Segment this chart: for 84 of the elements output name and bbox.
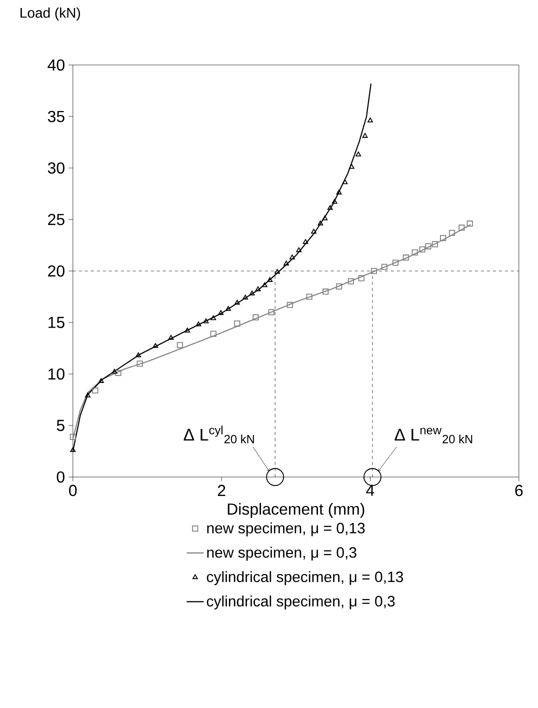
point <box>234 300 240 305</box>
point <box>402 254 410 261</box>
point <box>92 387 98 394</box>
x-tick-label: 4 <box>366 484 374 496</box>
point <box>306 294 312 300</box>
point <box>322 288 329 295</box>
point <box>249 290 255 296</box>
y-tick-label: 35 <box>48 110 64 122</box>
point <box>392 260 399 266</box>
point <box>296 247 302 252</box>
point <box>332 198 338 204</box>
point <box>358 275 364 282</box>
y-tick-label: 40 <box>48 59 65 71</box>
point <box>327 205 333 210</box>
point <box>356 152 362 156</box>
point <box>362 133 368 138</box>
point <box>364 468 382 486</box>
point <box>381 264 388 270</box>
point <box>168 334 174 340</box>
point <box>448 230 456 236</box>
point <box>184 328 190 332</box>
point <box>466 220 473 227</box>
point <box>419 246 426 252</box>
annotation: Δ L$^{new}$20 kN <box>394 428 472 444</box>
point <box>252 314 259 320</box>
y-tick-label: 20 <box>48 265 65 277</box>
y-tick-label: 25 <box>48 214 64 226</box>
point <box>210 315 216 320</box>
point <box>242 294 248 300</box>
point <box>318 220 324 226</box>
point <box>85 392 91 398</box>
point <box>196 322 202 326</box>
point <box>262 282 268 288</box>
point <box>268 309 274 316</box>
point <box>286 302 294 308</box>
x-tick-label: 2 <box>218 484 226 496</box>
point <box>440 234 446 242</box>
y-tick-label: 15 <box>48 316 64 328</box>
point <box>152 343 158 348</box>
point <box>234 320 240 327</box>
point <box>348 164 354 169</box>
point <box>210 330 216 337</box>
legend-label: cylindrical specimen, μ = 0,13 <box>206 571 404 586</box>
point <box>322 215 328 220</box>
point <box>412 249 418 256</box>
legend-label: new specimen, μ = 0,13 <box>207 522 365 536</box>
point <box>266 468 284 486</box>
point <box>348 278 354 284</box>
point <box>425 243 432 250</box>
legend-label: cylindrical specimen, μ = 0,3 <box>206 596 395 610</box>
point <box>290 254 295 260</box>
point <box>274 268 280 274</box>
y-tick-label: 10 <box>48 368 65 380</box>
point <box>267 277 273 282</box>
point <box>284 260 289 266</box>
legend-label: new specimen, μ = 0,3 <box>207 546 356 561</box>
point <box>112 368 118 374</box>
point <box>370 268 378 274</box>
point <box>302 239 308 244</box>
point <box>115 370 122 376</box>
x-axis-title: Displacement (mm) <box>228 502 364 518</box>
point <box>311 228 316 234</box>
point <box>368 118 373 122</box>
point <box>336 283 342 290</box>
point <box>70 447 76 452</box>
point <box>203 318 209 324</box>
point <box>218 310 224 315</box>
annotation: Δ L$^{cyl}$20 kN <box>184 426 254 444</box>
y-tick-label: 0 <box>56 471 65 483</box>
point <box>226 306 231 311</box>
y-tick-label: 30 <box>48 162 65 174</box>
point <box>255 286 261 292</box>
point <box>136 352 142 358</box>
point <box>176 342 184 348</box>
point <box>136 360 143 367</box>
point <box>432 241 438 248</box>
x-tick-label: 6 <box>515 484 523 496</box>
point <box>342 179 348 184</box>
point <box>336 190 342 194</box>
point <box>458 224 465 231</box>
x-tick-label: 0 <box>69 484 77 496</box>
y-axis-title: Load (kN) <box>20 8 80 21</box>
y-tick-label: 5 <box>56 420 64 432</box>
point <box>98 378 104 383</box>
